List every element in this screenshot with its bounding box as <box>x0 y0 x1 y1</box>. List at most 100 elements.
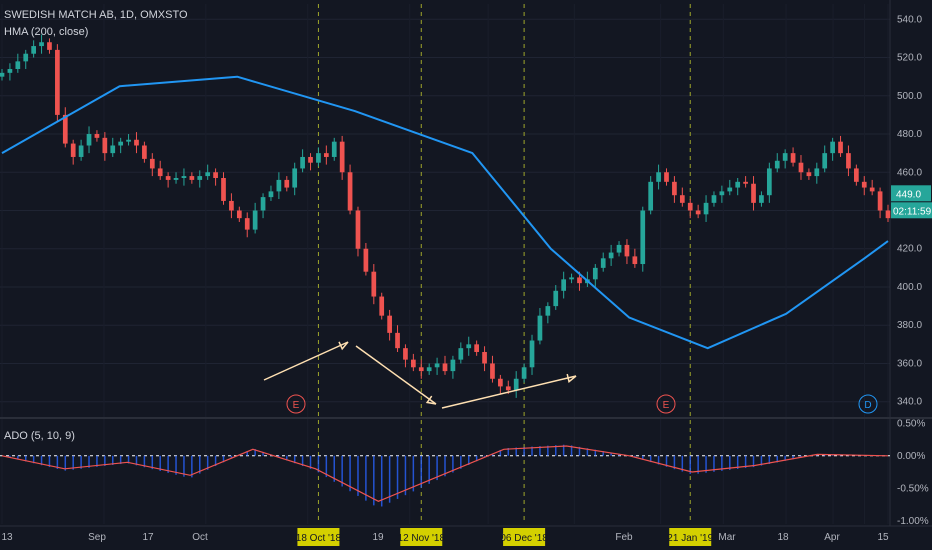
candle-body <box>221 177 226 201</box>
event-date-label: 12 Nov '18 <box>398 533 446 544</box>
symbol-title[interactable]: SWEDISH MATCH AB, 1D, OMXSTO <box>4 9 188 21</box>
candle-body <box>450 359 456 372</box>
candle-body <box>608 252 614 259</box>
candle-body <box>165 176 171 180</box>
candle-body <box>197 176 203 180</box>
candle-body <box>854 168 859 182</box>
hma-legend[interactable]: HMA (200, close) <box>4 26 89 38</box>
price-tick-label: 400.0 <box>897 282 922 293</box>
candle-body <box>577 277 582 284</box>
price-axis[interactable]: 540.0520.0500.0480.0460.0440.0420.0400.0… <box>891 14 932 408</box>
candle-body <box>743 181 748 184</box>
candle-body <box>110 145 116 154</box>
event-lines <box>317 4 691 524</box>
candle-body <box>537 315 543 341</box>
candle-body <box>545 306 551 316</box>
event-date-badge <box>669 528 712 546</box>
candle-body <box>806 172 812 177</box>
event-marker-label: D <box>864 400 871 411</box>
candle-body <box>458 348 464 360</box>
candle-body <box>229 200 234 211</box>
candle-body <box>252 210 258 230</box>
candle-body <box>149 158 155 169</box>
time-axis[interactable]: 13Sep17OctNov192019Feb15Mar18Apr1518 Oct… <box>1 528 889 546</box>
candle-body <box>553 290 559 307</box>
price-tick-label: 340.0 <box>897 397 922 408</box>
candle-body <box>205 172 211 177</box>
time-tick-label: 13 <box>1 532 13 543</box>
candle-body <box>529 340 535 368</box>
arrow-head <box>338 341 349 351</box>
event-date-label: 18 Oct '18 <box>296 533 342 544</box>
candle-body <box>284 179 290 188</box>
candle-body <box>78 145 84 157</box>
candle-body <box>885 210 891 219</box>
candle-body <box>640 210 646 265</box>
price-tick-label: 420.0 <box>897 244 922 255</box>
trend-arrow <box>355 345 437 405</box>
candle-body <box>838 141 843 154</box>
time-tick-label: Apr <box>824 532 840 543</box>
candle-body <box>648 181 654 211</box>
candle-body <box>774 160 780 169</box>
candle-body <box>474 344 479 352</box>
candle-body <box>31 46 36 54</box>
event-date-badge <box>400 528 443 546</box>
candle-body <box>695 210 701 215</box>
trend-arrows[interactable] <box>263 341 577 409</box>
candle-body <box>632 256 638 265</box>
price-candles <box>0 34 891 398</box>
candle-body <box>569 277 574 280</box>
candle-body <box>711 195 717 203</box>
candle-body <box>363 248 369 272</box>
candle-body <box>371 271 377 297</box>
ado-legend[interactable]: ADO (5, 10, 9) <box>4 430 75 442</box>
candle-body <box>323 153 329 157</box>
event-date-label: 21 Jan '19 <box>667 533 713 544</box>
candle-body <box>592 267 598 280</box>
ado-tick-label: -0.50% <box>897 483 929 494</box>
candle-body <box>664 172 669 182</box>
event-marker <box>858 394 878 414</box>
candle-body <box>782 153 788 161</box>
candle-body <box>434 363 440 368</box>
candle-body <box>719 191 725 196</box>
candle-body <box>276 179 282 192</box>
hma-line <box>1 75 889 350</box>
candle-body <box>861 181 867 188</box>
candle-body <box>411 359 416 368</box>
time-tick-label: 17 <box>142 532 154 543</box>
ado-axis[interactable]: 0.50% 0.00% -0.50% -1.00% <box>897 418 929 527</box>
last-price-label: 449.0 <box>896 189 921 200</box>
time-tick-label: 19 <box>372 532 384 543</box>
candle-body <box>616 244 622 253</box>
event-marker <box>286 394 306 414</box>
candle-body <box>505 386 511 391</box>
candle-body <box>466 344 472 349</box>
event-date-badge <box>503 528 546 546</box>
candle-body <box>798 162 804 173</box>
time-tick-label: 18 <box>777 532 789 543</box>
candle-body <box>181 176 187 178</box>
candle-body <box>213 172 218 178</box>
trend-arrow <box>441 375 577 409</box>
ado-signal-line <box>1 445 889 502</box>
price-tick-label: 520.0 <box>897 53 922 64</box>
candle-body <box>498 378 503 387</box>
candle-body <box>846 153 851 169</box>
candle-body <box>687 202 693 211</box>
candle-body <box>0 72 5 77</box>
candle-body <box>94 134 100 138</box>
candle-body <box>300 156 305 169</box>
candle-body <box>656 172 661 182</box>
candle-body <box>395 332 400 349</box>
candle-body <box>70 143 76 157</box>
candle-body <box>23 53 29 62</box>
candle-body <box>822 153 828 169</box>
candle-body <box>15 61 21 70</box>
candle-body <box>331 141 337 157</box>
last-price-badge <box>891 185 931 202</box>
candle-body <box>7 69 13 73</box>
